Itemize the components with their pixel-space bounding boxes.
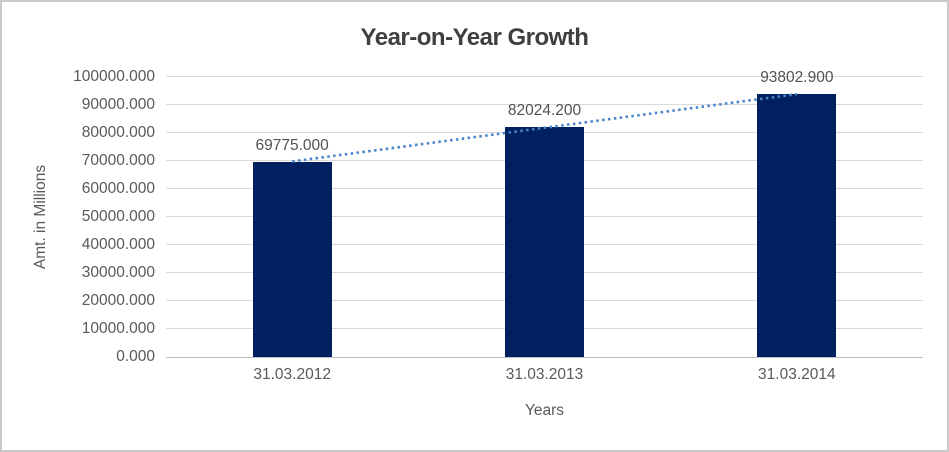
y-tick-label: 90000.000 — [81, 96, 155, 113]
bar — [252, 161, 332, 357]
y-tick-label: 10000.000 — [81, 320, 155, 337]
bar-value-label: 93802.900 — [760, 69, 834, 87]
y-tick-label: 30000.000 — [81, 264, 155, 281]
y-tick-label: 40000.000 — [81, 236, 155, 253]
y-tick-label: 80000.000 — [81, 124, 155, 141]
x-axis-line — [166, 357, 923, 358]
y-tick-label: 20000.000 — [81, 292, 155, 309]
x-tick-label: 31.03.2012 — [253, 366, 331, 383]
y-tick-label: 60000.000 — [81, 180, 155, 197]
x-tick-label: 31.03.2014 — [758, 366, 836, 383]
bar — [505, 127, 584, 357]
gridline — [166, 104, 923, 105]
x-axis-title: Years — [524, 402, 565, 419]
gridline — [166, 76, 923, 77]
chart-title: Year-on-Year Growth — [360, 24, 589, 51]
plot-area: 69775.000 82024.200 93802.900 — [166, 69, 923, 358]
trendline — [291, 92, 798, 163]
y-tick-label: 70000.000 — [81, 152, 155, 169]
y-tick-label: 0.000 — [116, 348, 155, 365]
bar-value-label: 82024.200 — [507, 102, 582, 120]
y-tick-label: 100000.000 — [73, 68, 155, 85]
bar-value-label: 69775.000 — [255, 136, 329, 154]
x-tick-label: 31.03.2013 — [505, 366, 584, 383]
bar — [757, 94, 837, 357]
y-tick-label: 50000.000 — [81, 208, 155, 225]
